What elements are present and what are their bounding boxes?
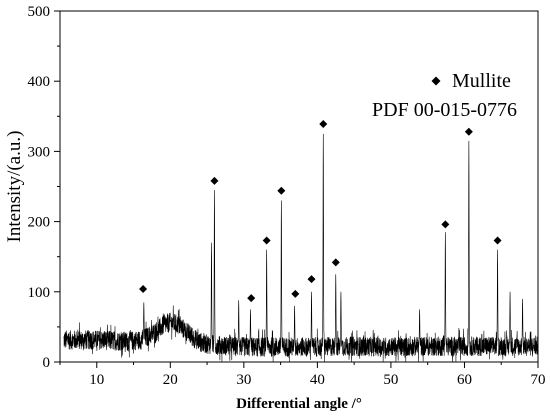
peak-marker <box>464 127 473 136</box>
peak-marker <box>319 120 328 129</box>
peak-marker <box>441 220 450 229</box>
plot-frame <box>59 10 539 363</box>
peak-marker <box>139 284 148 293</box>
x-tick-label: 50 <box>383 372 398 388</box>
peak-marker <box>277 186 286 195</box>
x-tick-label: 30 <box>236 372 251 388</box>
y-tick-label: 200 <box>28 215 51 231</box>
xrd-pattern-line <box>63 133 539 363</box>
y-tick-label: 500 <box>28 4 51 20</box>
peak-marker <box>291 289 300 298</box>
legend-pdf-note: PDF 00-015-0776 <box>372 99 517 121</box>
x-tick-label: 10 <box>89 372 104 388</box>
x-axis-title: Differential angle /° <box>236 396 362 412</box>
x-tick-label: 20 <box>163 372 178 388</box>
y-tick-label: 400 <box>28 74 51 90</box>
legend: Mullite PDF 00-015-0776 <box>372 70 517 121</box>
peak-markers <box>139 120 502 303</box>
x-tick-label: 40 <box>310 372 325 388</box>
peak-marker <box>307 275 316 284</box>
y-tick-label: 300 <box>28 144 51 160</box>
x-tick-label: 60 <box>457 372 472 388</box>
y-tick-label: 0 <box>43 355 51 371</box>
legend-label: Mullite <box>452 70 511 92</box>
plot-area <box>63 133 539 363</box>
x-tick-label: 70 <box>531 372 546 388</box>
peak-marker <box>247 294 256 303</box>
y-tick-label: 100 <box>28 285 51 301</box>
axes: 10 20 30 40 50 60 70 0 100 200 300 400 500 <box>28 4 546 388</box>
peak-marker <box>493 236 502 245</box>
y-axis-title: Intensity/(a.u.) <box>4 131 25 243</box>
peak-marker <box>210 176 219 185</box>
legend-diamond-marker <box>431 76 441 86</box>
peak-marker <box>262 236 271 245</box>
peak-marker <box>331 258 340 267</box>
